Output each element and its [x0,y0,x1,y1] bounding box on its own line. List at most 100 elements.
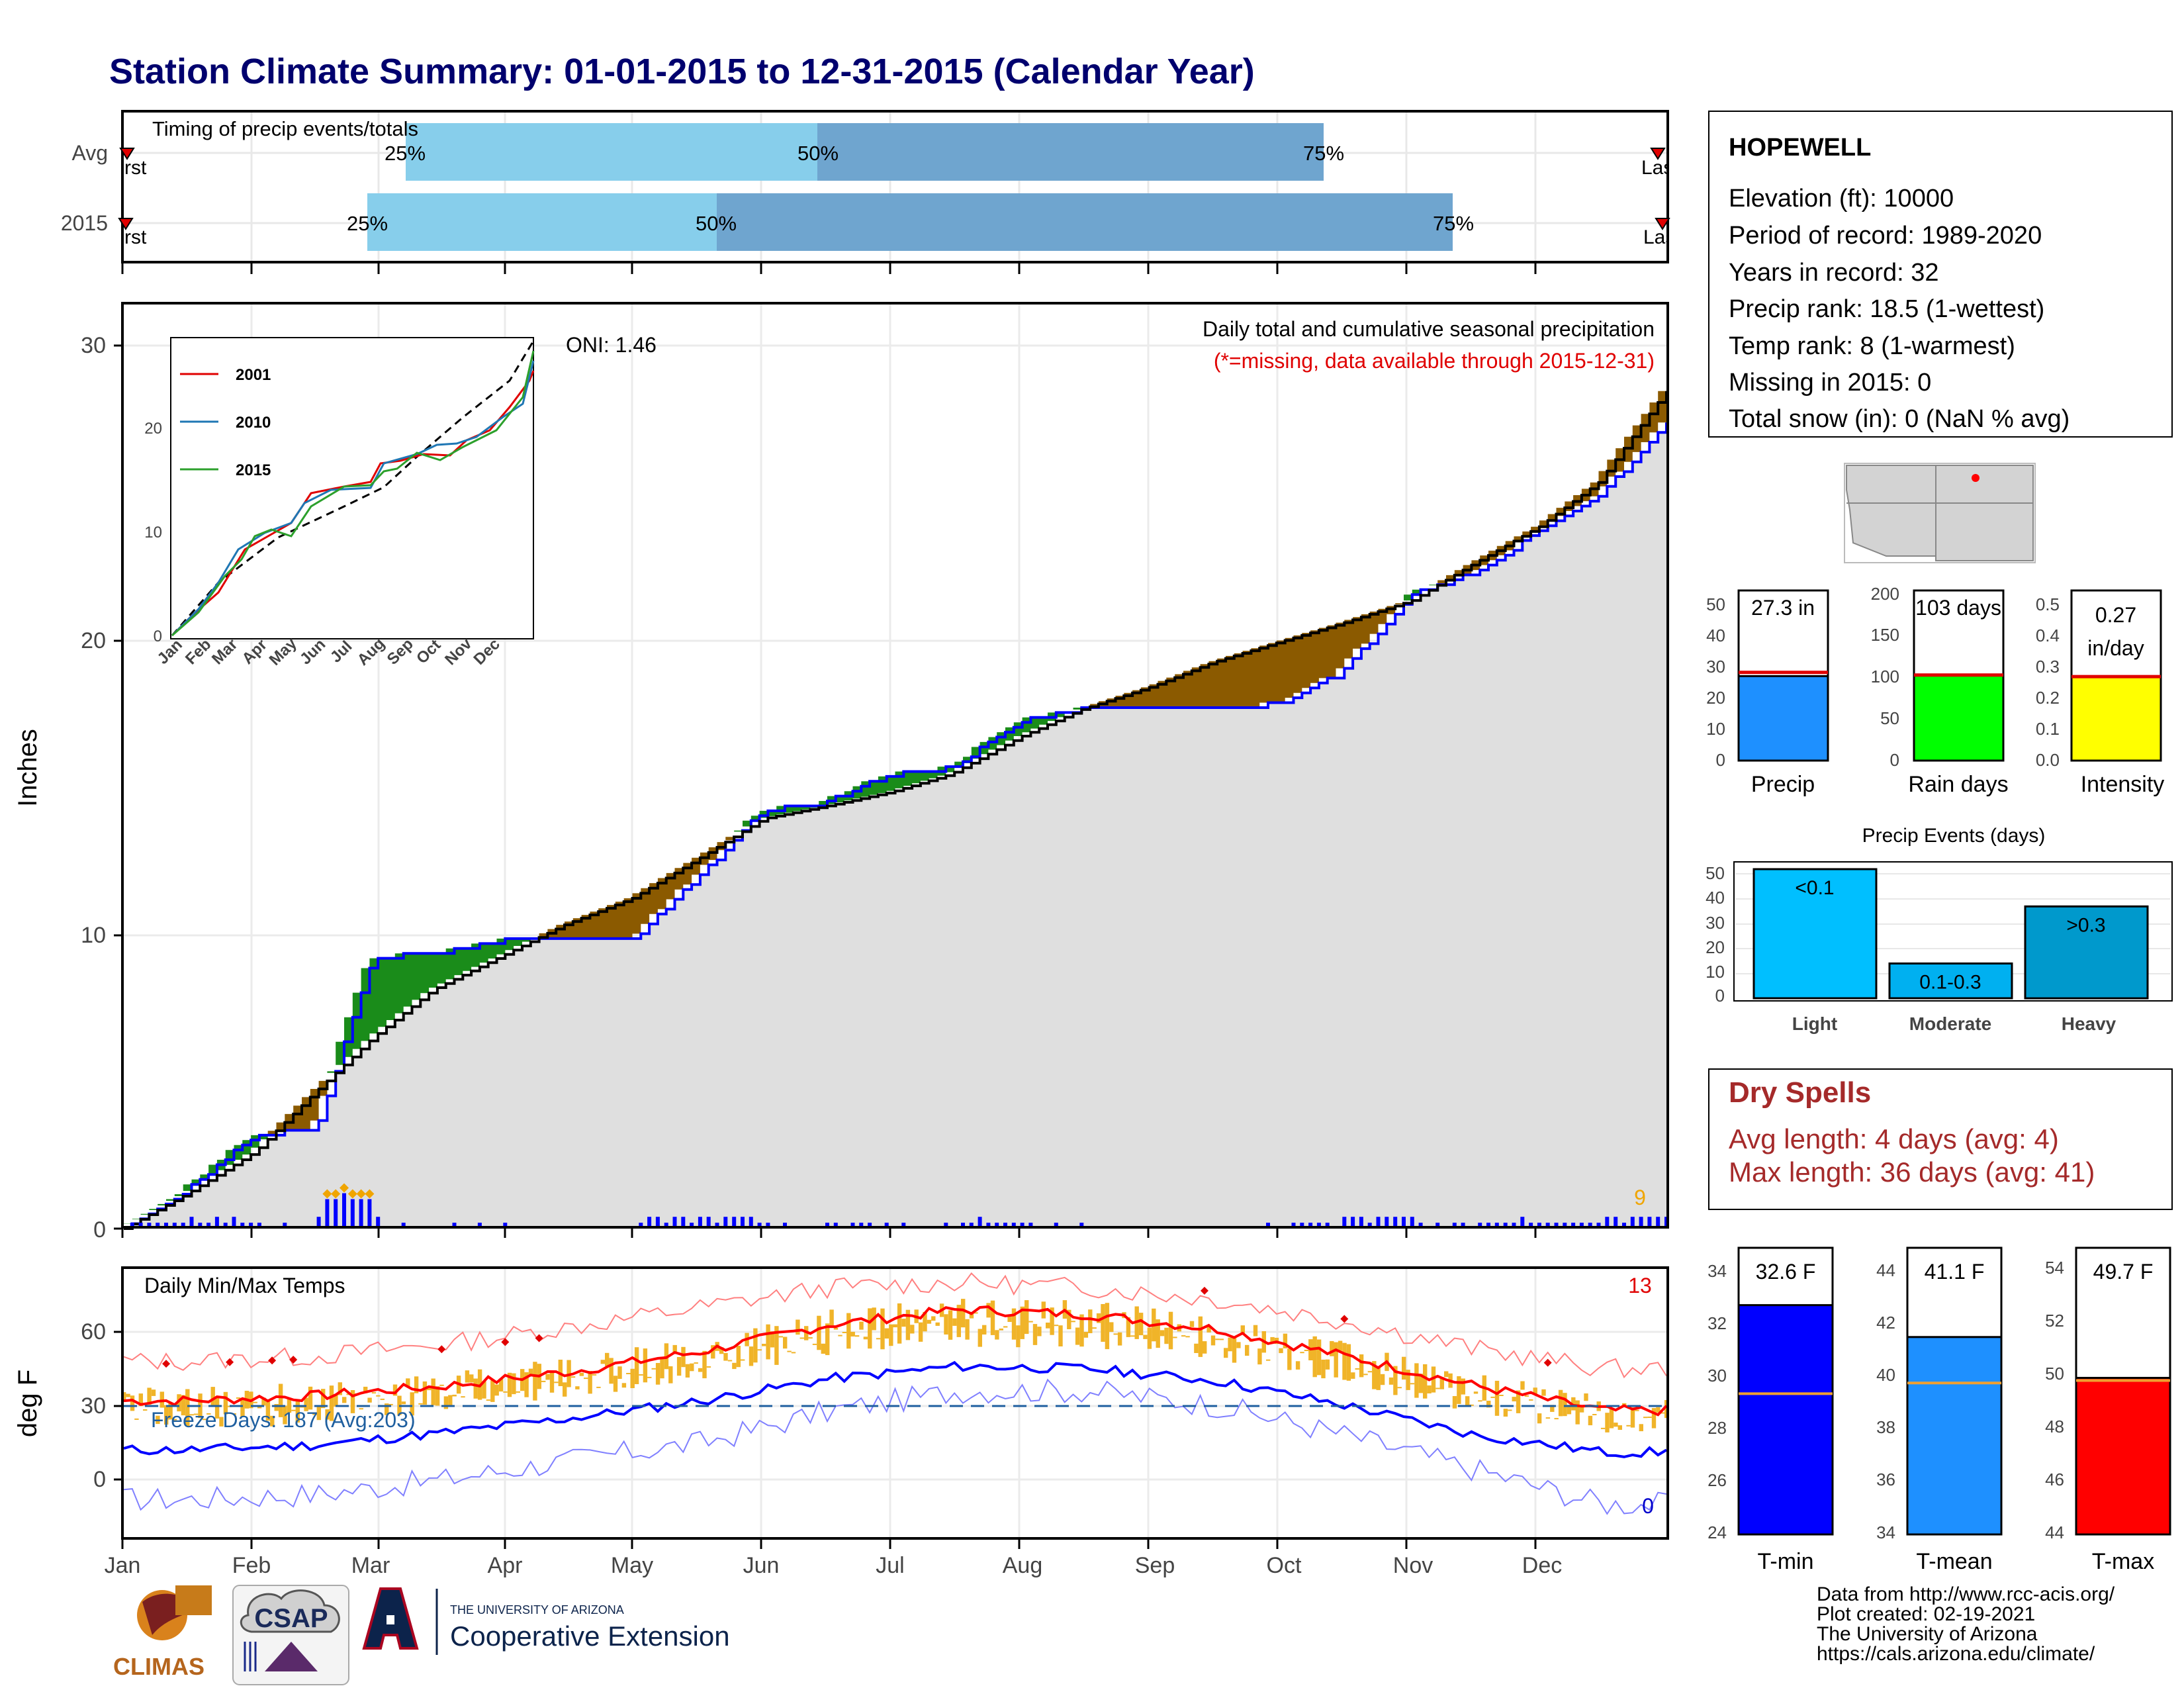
record-high-marker [1200,1286,1208,1295]
footer-credits: Data from http://www.rcc-acis.org/ Plot … [1817,1583,2115,1665]
station-line-elevation: Elevation (ft): 10000 [1729,185,1954,212]
daily-temp-range-bar [147,1387,152,1405]
inset-series-2010-line [171,360,535,637]
daily-temp-range-bar [1168,1311,1173,1350]
events-xtick-moderate: Moderate [1909,1013,1991,1034]
daily-temp-range-bar [1359,1354,1364,1378]
tmax-chart: 49.7 F T-max 44 46 48 50 52 54 [2045,1246,2171,1574]
timing-title: Timing of precip events/totals [152,117,418,140]
daily-temp-range-bar [1283,1333,1288,1348]
daily-precip-bar [1418,1223,1423,1229]
daily-temp-range-bar [1427,1385,1432,1393]
daily-temp-range-bar [698,1368,703,1372]
daily-temp-range-bar [1240,1325,1245,1335]
daily-temp-range-bar [621,1383,627,1388]
xtick-jan: Jan [105,1553,141,1578]
daily-temp-range-bar [1024,1300,1029,1335]
extreme-precip-marker [365,1189,375,1199]
daily-precip-bar [1300,1223,1304,1229]
inset-legend-2010: 2010 [236,414,271,432]
record-low-count: 0 [1642,1494,1654,1518]
daily-temp-range-bar [1558,1389,1563,1417]
daily-temp-range-bar [1465,1396,1470,1405]
daily-temp-range-bar [1508,1409,1512,1411]
cumulative-precip-gray-area [124,422,1666,1229]
footer-line-url: https://cals.arizona.edu/climate/ [1817,1643,2095,1665]
daily-temp-range-bar [986,1303,991,1318]
daily-precip-bar [1325,1223,1330,1229]
daily-temp-range-bar [236,1397,241,1399]
daily-temp-range-bar [1117,1332,1122,1346]
daily-precip-bar [698,1217,702,1229]
daily-precip-bar [884,1223,889,1229]
precip-total-ytick-40: 40 [1706,626,1725,645]
daily-temp-range-bar [1016,1325,1021,1348]
daily-temp-range-bar [1334,1342,1338,1378]
daily-temp-range-bar [334,1395,338,1407]
daily-temp-range-bar [1516,1390,1521,1413]
daily-precip-bar [1376,1217,1381,1229]
daily-precip-bar [1020,1223,1024,1229]
timing-2015-first-marker [118,218,134,230]
daily-temp-range-bar [1617,1425,1622,1430]
daily-temp-range-bar [1431,1366,1436,1393]
precip-total-label: Precip [1751,772,1815,797]
daily-temp-range-bar [554,1382,559,1383]
daily-precip-bar [783,1223,787,1229]
daily-temp-range-bar [1138,1313,1144,1336]
ua-big-text: Cooperative Extension [450,1620,730,1652]
inset-legend-2001: 2001 [236,366,271,384]
daily-temp-range-bar [1410,1383,1415,1385]
extreme-precip-marker [356,1189,366,1199]
daily-temp-range-bar [1554,1418,1559,1420]
temp-summary-bars: 32.6 F T-min 24 26 28 30 32 34 41.1 F T-… [1707,1246,2171,1574]
daily-temp-range-bar [431,1378,435,1405]
events-ytick-50: 50 [1706,863,1725,883]
intensity-label: Intensity [2081,772,2165,797]
daily-temp-range-bar [1537,1413,1542,1424]
extreme-precip-marker [322,1189,332,1199]
tmin-ytick-30: 30 [1707,1366,1727,1385]
rain-days-chart: 103 days Rain days 0 50 100 150 200 [1871,584,2009,797]
daily-temp-range-bar [1037,1327,1042,1336]
oni-label: ONI: 1.46 [566,333,657,357]
daily-precip-bar [732,1217,737,1229]
daily-precip-bar [223,1223,228,1229]
events-ytick-0: 0 [1715,986,1725,1006]
daily-temp-range-bar [435,1386,440,1406]
daily-temp-range-bar [1105,1303,1110,1350]
avg-low-line [123,1360,1668,1458]
daily-temp-range-bar [414,1376,419,1393]
daily-temp-range-bar [1067,1309,1071,1329]
daily-temp-range-bar [1295,1361,1300,1370]
daily-temp-range-bar [350,1390,355,1413]
station-line-period: Period of record: 1989-2020 [1729,222,2042,250]
daily-temp-range-bar [214,1397,220,1419]
daily-temp-range-bar [1083,1332,1089,1338]
daily-precip-bar [1385,1217,1389,1229]
daily-temp-range-bar [643,1348,648,1383]
daily-temp-range-bar [1490,1396,1495,1398]
daily-temp-range-bar [1007,1316,1012,1322]
daily-temp-range-bar [1512,1397,1516,1401]
daily-temp-range-bar [927,1319,932,1324]
daily-precip-bar [257,1223,261,1229]
university-of-arizona-logo: THE UNIVERSITY OF ARIZONA Cooperative Ex… [362,1587,730,1655]
daily-temp-range-bar [600,1360,605,1364]
daily-precip-bar [189,1217,194,1229]
intensity-ytick-4: 0.4 [2036,626,2060,645]
daily-precip-bar [833,1223,838,1229]
page-title: Station Climate Summary: 01-01-2015 to 1… [109,52,1255,91]
daily-precip-bar [172,1223,177,1229]
footer-line-plot-created: Plot created: 02-19-2021 [1817,1603,2035,1625]
ua-small-text: THE UNIVERSITY OF ARIZONA [450,1603,624,1617]
daily-temp-range-bar [164,1405,169,1425]
daily-temp-range-bar [1402,1356,1406,1380]
record-low-line [123,1378,1667,1515]
daily-temp-range-bar [1550,1405,1555,1412]
daily-temp-range-bar [134,1418,139,1420]
record-high-marker [437,1345,446,1354]
daily-precip-bar [749,1217,753,1229]
rain-days-ytick-200: 200 [1871,584,1899,604]
daily-temp-range-bar [172,1419,177,1421]
